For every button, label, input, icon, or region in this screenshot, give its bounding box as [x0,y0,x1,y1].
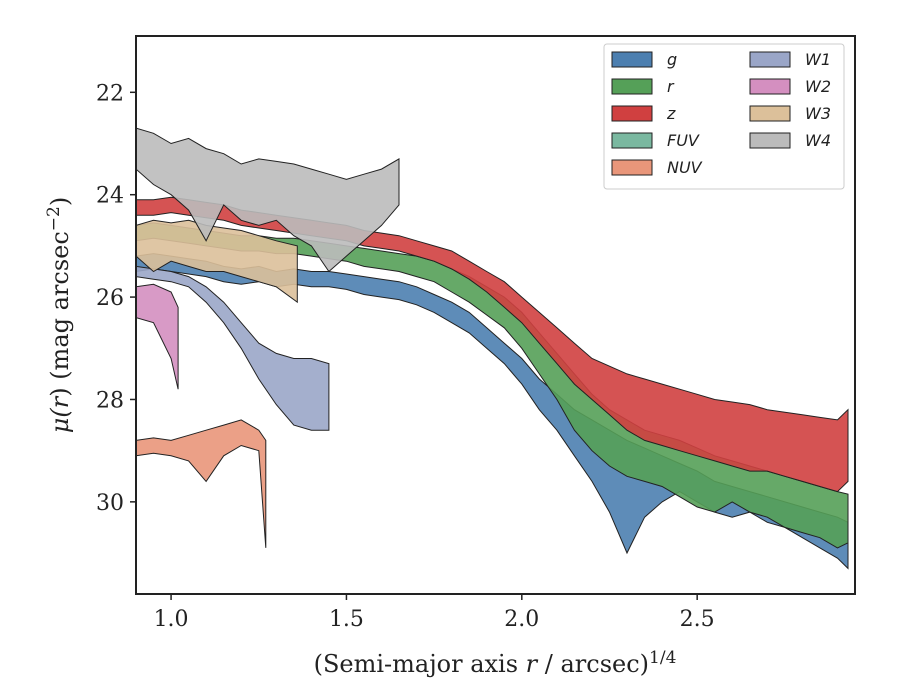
legend-swatch-fuv [611,132,653,149]
legend-swatch-w4 [749,132,791,149]
y-axis: 22 24 26 28 30 [96,81,136,516]
legend-swatch-z [611,105,653,122]
series-band-w1 [136,265,330,431]
legend-label-fuv: FUV [667,131,700,150]
legend-swatch-r [611,78,653,95]
legend-label-w4: W4 [805,131,831,150]
legend-label-r: r [667,77,675,96]
legend-swatch-w1 [749,51,791,68]
legend-label-nuv: NUV [667,158,703,177]
legend-swatch-w3 [749,105,791,122]
legend: grz FUV NUV W1 W2 W3 W4 [603,43,845,190]
y-tick-label: 22 [96,81,124,106]
legend-swatch-w2 [749,78,791,95]
legend-label-w3: W3 [805,104,831,123]
x-axis: 1.0 1.5 2.0 2.5 [154,594,715,632]
plot-frame [135,35,856,595]
series-band-w2 [136,283,179,390]
legend-label-z: z [666,104,676,123]
legend-label-w2: W2 [805,77,831,96]
x-axis-label: (Semi-major axis r / arcsec)1/4 [314,648,677,678]
legend-swatch-g [611,51,653,68]
y-tick-label: 28 [96,388,124,413]
y-tick-label: 24 [96,184,124,209]
series-band-r [136,222,849,549]
y-tick-label: 26 [96,286,124,311]
y-axis-label: μ(r) (mag arcsec−2) [44,197,74,434]
x-tick-label: 1.0 [154,607,189,632]
series-band-nuv [136,419,267,548]
legend-label-w1: W1 [805,50,831,69]
series-layer [136,127,849,570]
y-tick-label: 30 [96,491,124,516]
series-band-w4 [136,127,400,273]
series-band-w3 [136,219,298,304]
x-tick-label: 2.0 [504,607,539,632]
legend-label-g: g [667,50,677,69]
series-band-z [136,196,849,493]
x-tick-label: 2.5 [680,607,715,632]
legend-swatch-nuv [611,159,653,176]
x-tick-label: 1.5 [329,607,364,632]
